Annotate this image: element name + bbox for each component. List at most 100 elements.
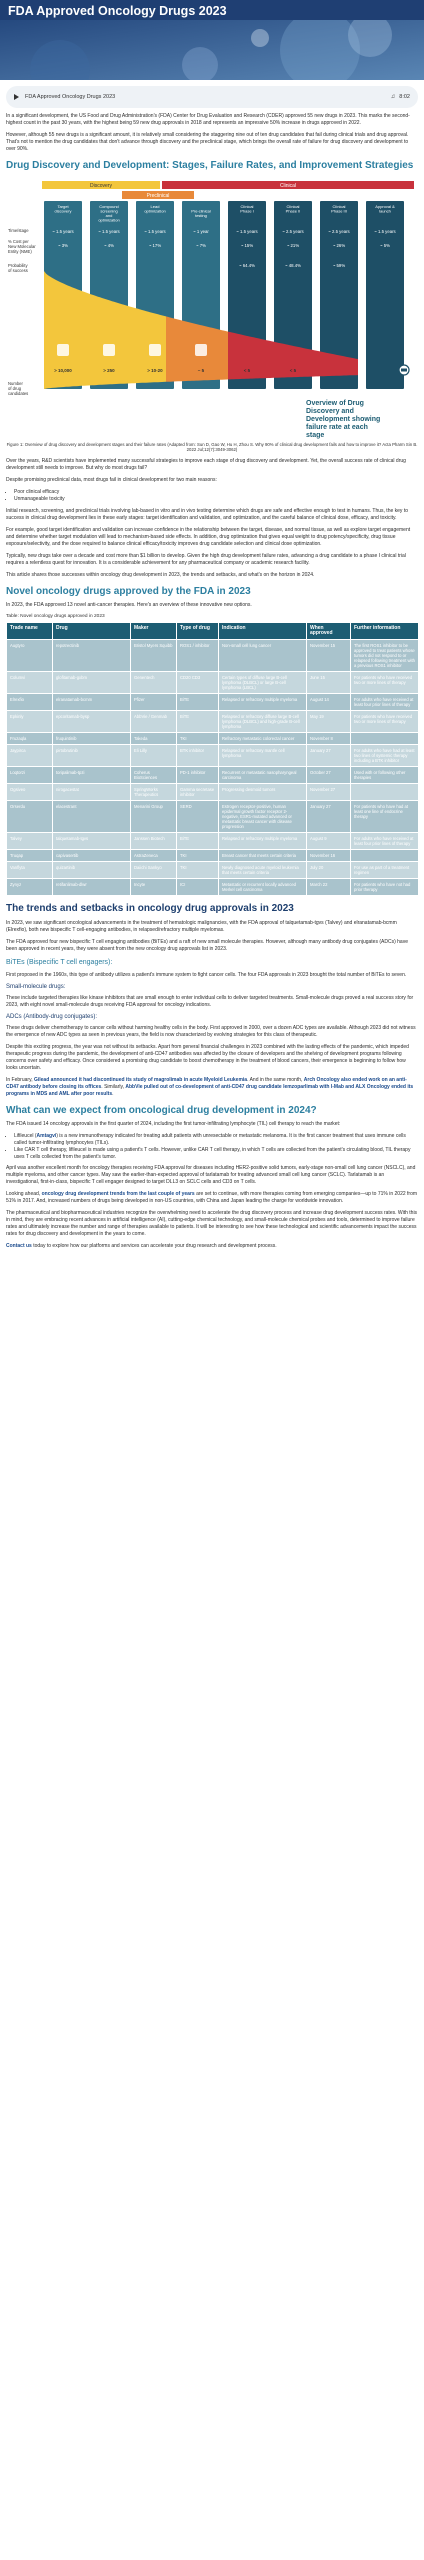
table-cell: AstraZeneca bbox=[130, 849, 177, 862]
amtagvi-link[interactable]: Amtagvi bbox=[36, 1133, 57, 1139]
candidate-count: < 5 bbox=[290, 368, 297, 373]
page-title: FDA Approved Oncology Drugs 2023 bbox=[8, 4, 227, 18]
table-row: Jaypirca pirtobrutinib Eli Lilly BTK inhibi… bbox=[6, 744, 419, 767]
table-cell: Relapsed or refractory mantle cell lymph… bbox=[218, 744, 307, 767]
table-cell: For patients who have received two or mo… bbox=[350, 710, 419, 733]
section1-paragraph-1: Over the years, R&D scientists have impl… bbox=[6, 457, 406, 471]
table-cell: retifanlimab-dlwr bbox=[52, 878, 131, 896]
table-cell: Relapsed or refractory multiple myeloma bbox=[218, 693, 307, 711]
table-cell: Coherus BioSciences bbox=[130, 766, 177, 784]
table-cell: Newly diagnosed acute myeloid leukemia t… bbox=[218, 861, 307, 879]
table-cell: TKI bbox=[176, 849, 219, 862]
table-cell: August 9 bbox=[306, 832, 351, 850]
arch-oncology-link[interactable]: Arch Oncology also ended work on an anti… bbox=[6, 1076, 407, 1090]
phase-discovery-label: Discovery bbox=[90, 183, 112, 189]
outlook-paragraph-3: Looking ahead, oncology drug development… bbox=[6, 1191, 418, 1204]
stage-cost: ~ 21% bbox=[287, 243, 299, 248]
stage-icon bbox=[195, 343, 207, 356]
table-cell: November 27 bbox=[306, 783, 351, 801]
trends-link[interactable]: oncology drug development trends from th… bbox=[41, 1191, 195, 1197]
column-header: When approved bbox=[306, 622, 351, 640]
speaker-icon[interactable]: ♫ bbox=[390, 94, 396, 100]
stage-cost: ~ 4% bbox=[104, 243, 114, 248]
table-row: Augtyro repotrectinib Bristol Myers Squibb… bbox=[6, 639, 419, 672]
outlook-paragraph-4: The pharmaceutical and biopharmaceutical… bbox=[6, 1210, 418, 1237]
play-icon[interactable] bbox=[14, 94, 19, 100]
bites-heading: BiTEs (Bispecific T cell engagers): bbox=[6, 958, 113, 966]
stage-time: ~ 1.5 years bbox=[236, 229, 257, 234]
list-item: Unmanageable toxicity bbox=[14, 496, 418, 503]
list-item: Lifileucel (Amtagvi) is a new immunother… bbox=[14, 1133, 418, 1146]
stage-time: ~ 2.5 years bbox=[328, 229, 349, 234]
stage-label: Clinical Phase II bbox=[286, 204, 301, 214]
table-cell: Zynyz bbox=[6, 878, 53, 896]
table-row: Zynyz retifanlimab-dlwr Incyte ICI Metastati… bbox=[6, 878, 419, 896]
table-cell: The first ROS1 inhibitor to be approved … bbox=[350, 639, 419, 672]
stage-cost: ~ 26% bbox=[333, 243, 345, 248]
table-cell: Jaypirca bbox=[6, 744, 53, 767]
failure-reasons-list: Poor clinical efficacy Unmanageable toxi… bbox=[14, 489, 418, 503]
drug-development-figure: Discovery Clinical Preclinical Time/stag… bbox=[6, 174, 418, 440]
table-cell: Estrogen receptor-positive, human epider… bbox=[218, 800, 307, 833]
section1-paragraph-3: Initial research, screening, and preclin… bbox=[6, 507, 408, 521]
table-cell: BiTE bbox=[176, 693, 219, 711]
table-cell: TKI bbox=[176, 732, 219, 745]
table-cell: July 20 bbox=[306, 861, 351, 879]
intro-paragraph-1: In a significant development, the US Foo… bbox=[6, 113, 410, 126]
candidate-count: ~ 5 bbox=[198, 368, 205, 373]
table-row: Columvi glofitamab-gxbm Genentech CD20 CD3 C… bbox=[6, 671, 419, 694]
table-cell: Loqtorzi bbox=[6, 766, 53, 784]
stage-cost: ~ 15% bbox=[241, 243, 253, 248]
article-body: In a significant development, the US Foo… bbox=[0, 113, 424, 1250]
column-header: Maker bbox=[130, 622, 177, 640]
list-item: Poor clinical efficacy bbox=[14, 489, 418, 496]
table-cell: Talvey bbox=[6, 832, 53, 850]
phase-clinical-label: Clinical bbox=[280, 183, 296, 189]
table-cell: For adults who have received at least fo… bbox=[350, 693, 419, 711]
gilead-link[interactable]: Gilead announced it had discontinued its… bbox=[33, 1076, 248, 1083]
stage-label: Approval & launch bbox=[375, 204, 395, 214]
hero-banner: FDA Approved Oncology Drugs 2023 bbox=[0, 0, 424, 80]
row-label-num: Number of drug candidates bbox=[8, 381, 28, 396]
outlook-paragraph-1: The FDA issued 14 oncology approvals in … bbox=[6, 1121, 341, 1127]
table-cell: Elrexfio bbox=[6, 693, 53, 711]
table-cell: pirtobrutinib bbox=[52, 744, 131, 767]
phase-clinical-bar bbox=[162, 180, 414, 189]
table-cell: Pfizer bbox=[130, 693, 177, 711]
audio-title: FDA Approved Oncology Drugs 2023 bbox=[25, 94, 116, 100]
table-cell: Gamma secretase inhibitor bbox=[176, 783, 219, 801]
table-cell: June 15 bbox=[306, 671, 351, 694]
stage-column bbox=[366, 200, 404, 389]
stage-column bbox=[320, 200, 358, 389]
table-cell: Incyte bbox=[130, 878, 177, 896]
table-row: Fruzaqla fruquintinib Takeda TKI Refractory … bbox=[6, 732, 419, 745]
funnel-discovery-band bbox=[44, 270, 166, 389]
audio-player[interactable]: FDA Approved Oncology Drugs 2023 ♫ 8:02 bbox=[6, 86, 418, 108]
table-cell: CD20 CD3 bbox=[176, 671, 219, 694]
table-cell: nirogacestat bbox=[52, 783, 131, 801]
table-cell: ICI bbox=[176, 878, 219, 896]
table-caption: Table: Novel oncology drugs approved in … bbox=[6, 614, 105, 619]
stage-icon bbox=[57, 343, 69, 356]
section1-paragraph-6: This article shares those successes with… bbox=[6, 571, 315, 578]
contact-us-link[interactable]: Contact us bbox=[6, 1243, 32, 1249]
table-cell: elranatamab-bcmm bbox=[52, 693, 131, 711]
table-cell: Certain types of diffuse large B-cell ly… bbox=[218, 671, 307, 694]
abbvie-link[interactable]: AbbVie pulled out of co-development of a… bbox=[6, 1083, 414, 1097]
table-cell: BTK inhibitor bbox=[176, 744, 219, 767]
table-cell: Columvi bbox=[6, 671, 53, 694]
table-cell: SpringWorks Therapeutics bbox=[130, 783, 177, 801]
table-cell: glofitamab-gxbm bbox=[52, 671, 131, 694]
table-cell: Vanflyta bbox=[6, 861, 53, 879]
column-header: Indication bbox=[218, 622, 307, 640]
stage-column bbox=[274, 200, 312, 389]
trends-paragraph-2: The FDA approved four new bispecific T c… bbox=[6, 938, 408, 952]
table-cell: AbbVie / Genmab bbox=[130, 710, 177, 733]
table-cell: BiTE bbox=[176, 832, 219, 850]
stage-icon bbox=[149, 343, 161, 356]
table-cell: epcoritamab-bysp bbox=[52, 710, 131, 733]
adc-paragraph-2: Despite this exciting progress, the year… bbox=[6, 1043, 409, 1071]
stage-label: Pre-clinical testing bbox=[191, 208, 211, 218]
table-cell: Truqap bbox=[6, 849, 53, 862]
stage-cost: ~ 17% bbox=[149, 243, 161, 248]
